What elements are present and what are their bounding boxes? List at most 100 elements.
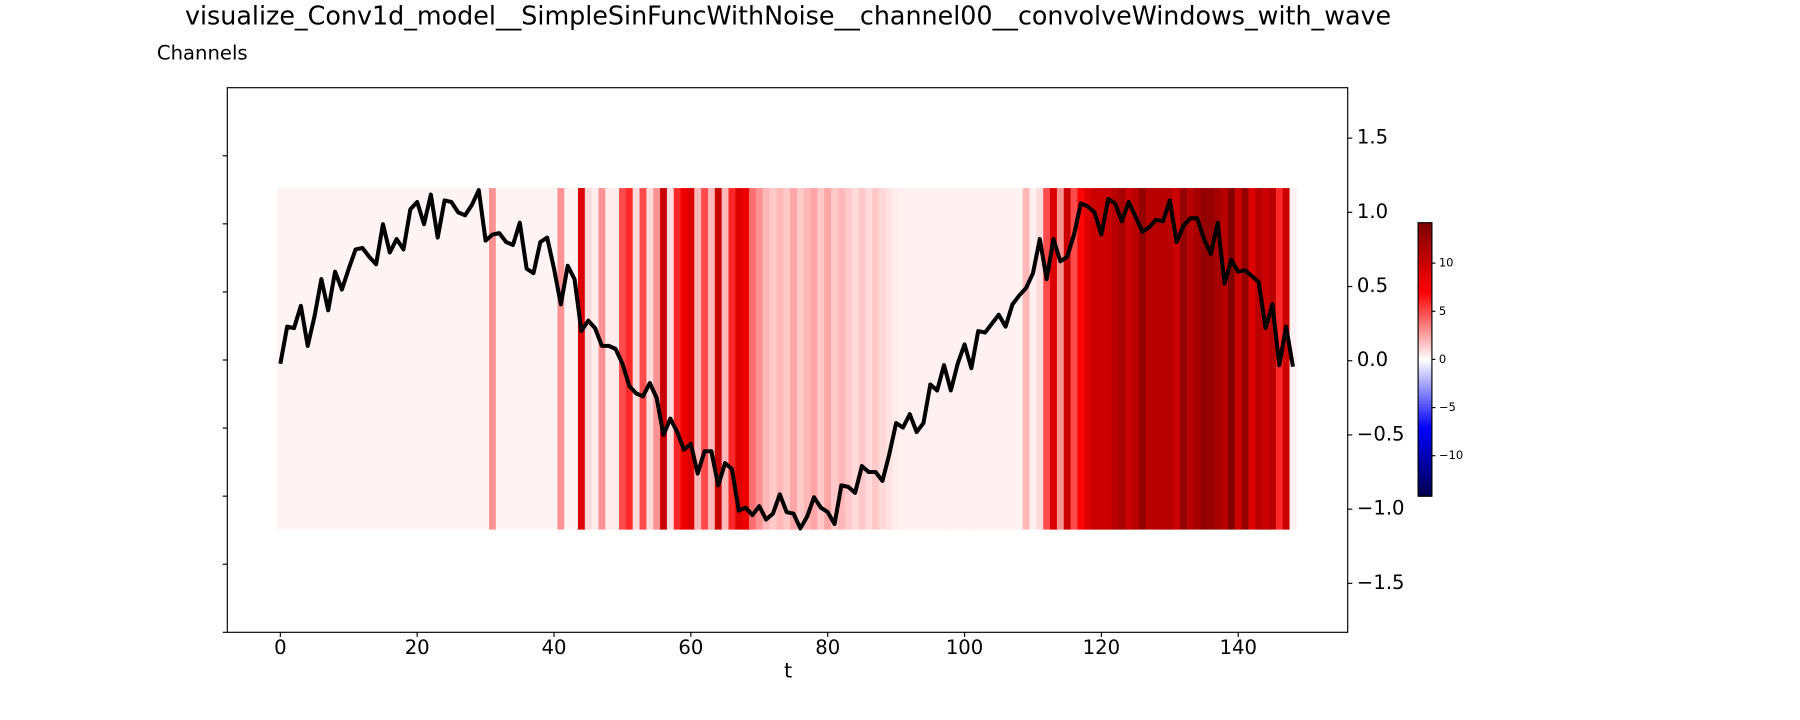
heatmap-cell xyxy=(776,188,784,530)
heatmap-cell xyxy=(502,188,511,530)
heatmap-cell xyxy=(1056,188,1065,530)
heatmap-cell xyxy=(516,188,524,530)
heatmap-cell xyxy=(605,188,613,530)
heatmap-cell xyxy=(749,188,757,530)
colorbar-segment xyxy=(1418,250,1432,254)
colorbar-segment xyxy=(1418,477,1432,481)
x-tick-label: 0 xyxy=(274,636,286,659)
heatmap-cell xyxy=(1063,188,1072,530)
colorbar-segment xyxy=(1418,301,1432,306)
heatmap-cell xyxy=(550,188,558,530)
colorbar-segment xyxy=(1418,315,1432,319)
heatmap-cell xyxy=(365,188,374,530)
colorbar-segment xyxy=(1418,348,1432,352)
colorbar-segment xyxy=(1418,296,1432,300)
heatmap-cell xyxy=(1152,188,1160,530)
heatmap-cell xyxy=(489,188,497,530)
heatmap-cell xyxy=(359,188,367,530)
heatmap-cell xyxy=(1282,188,1290,530)
heatmap-cell xyxy=(1166,188,1174,530)
colorbar-segment xyxy=(1418,274,1432,278)
heatmap-cell xyxy=(1029,188,1037,530)
colorbar-segment xyxy=(1418,326,1432,330)
heatmap-cell xyxy=(530,188,538,530)
colorbar-segment xyxy=(1418,241,1432,246)
heatmap-cell xyxy=(892,188,900,530)
colorbar-segment xyxy=(1418,236,1432,240)
colorbar-segment xyxy=(1418,225,1432,229)
colorbar-segment xyxy=(1418,280,1432,284)
heatmap-cell xyxy=(1262,188,1270,530)
colorbar-segment xyxy=(1418,482,1432,486)
colorbar-segment xyxy=(1418,468,1432,473)
heatmap-cell xyxy=(1091,188,1099,530)
heatmap-cell xyxy=(619,188,627,530)
heatmap-cell xyxy=(1173,188,1181,530)
heatmap-cell xyxy=(413,188,422,530)
colorbar-segment xyxy=(1418,419,1432,423)
heatmap-cell xyxy=(1221,188,1229,530)
colorbar-segment xyxy=(1418,282,1432,287)
heatmap-cell xyxy=(1145,188,1154,530)
colorbar-segment xyxy=(1418,359,1432,363)
heatmap-cell xyxy=(940,188,948,530)
colorbar-segment xyxy=(1418,430,1432,434)
colorbar-tick-label: −5 xyxy=(1439,400,1456,414)
heatmap-cell xyxy=(304,188,312,530)
colorbar-segment xyxy=(1418,392,1432,396)
colorbar-segment xyxy=(1418,307,1432,311)
colorbar-segment xyxy=(1418,463,1432,467)
colorbar-segment xyxy=(1418,375,1432,380)
heatmap-cell xyxy=(1125,188,1133,530)
colorbar-segment xyxy=(1418,457,1432,462)
heatmap-cell xyxy=(920,188,928,530)
colorbar-segment xyxy=(1418,394,1432,399)
colorbar-segment xyxy=(1418,386,1432,391)
heatmap-cell xyxy=(762,188,771,530)
colorbar-segment xyxy=(1418,427,1432,432)
heatmap-cell xyxy=(885,188,894,530)
heatmap-cell xyxy=(1009,188,1017,530)
colorbar-segment xyxy=(1418,271,1432,276)
heatmap-cell xyxy=(612,188,620,530)
colorbar-segment xyxy=(1418,452,1432,456)
heatmap-cell xyxy=(557,188,565,530)
heatmap-cell xyxy=(591,188,599,530)
x-axis-label: t xyxy=(784,659,792,683)
colorbar-segment xyxy=(1418,460,1432,464)
colorbar-segment xyxy=(1418,422,1432,426)
colorbar-segment xyxy=(1418,228,1432,232)
colorbar-segment xyxy=(1418,381,1432,385)
colorbar-tick-label: −10 xyxy=(1439,448,1463,462)
heatmap-cell xyxy=(906,188,914,530)
heatmap-cell xyxy=(523,188,531,530)
heatmap-cell xyxy=(803,188,812,530)
heatmap-cell xyxy=(660,188,668,530)
heatmap-cell xyxy=(988,188,996,530)
colorbar-segment xyxy=(1418,408,1432,412)
colorbar-segment xyxy=(1418,414,1432,418)
heatmap-cell xyxy=(1084,188,1092,530)
y2-tick-label: 0.5 xyxy=(1357,274,1388,297)
colorbar-segment xyxy=(1418,438,1432,443)
colorbar-segment xyxy=(1418,351,1432,355)
heatmap-cell xyxy=(844,188,853,530)
heatmap-cell xyxy=(345,188,353,530)
heatmap-cell xyxy=(1159,188,1167,530)
colorbar-segment xyxy=(1418,466,1432,470)
heatmap-cell xyxy=(1139,188,1147,530)
colorbar-segment xyxy=(1418,411,1432,415)
heatmap-cell xyxy=(995,188,1003,530)
heatmap-cell xyxy=(427,188,435,530)
heatmap-cell xyxy=(961,188,969,530)
colorbar-segment xyxy=(1418,288,1432,292)
colorbar-segment xyxy=(1418,364,1432,369)
heatmap-cell xyxy=(454,188,463,530)
y2-tick-label: 0.0 xyxy=(1357,348,1388,371)
y2-tick-label: 1.0 xyxy=(1357,200,1388,223)
colorbar-segment xyxy=(1418,304,1432,309)
colorbar-segment xyxy=(1418,247,1432,251)
x-tick-label: 60 xyxy=(678,636,703,659)
colorbar-segment xyxy=(1418,244,1432,248)
heatmap-cell xyxy=(728,188,736,530)
